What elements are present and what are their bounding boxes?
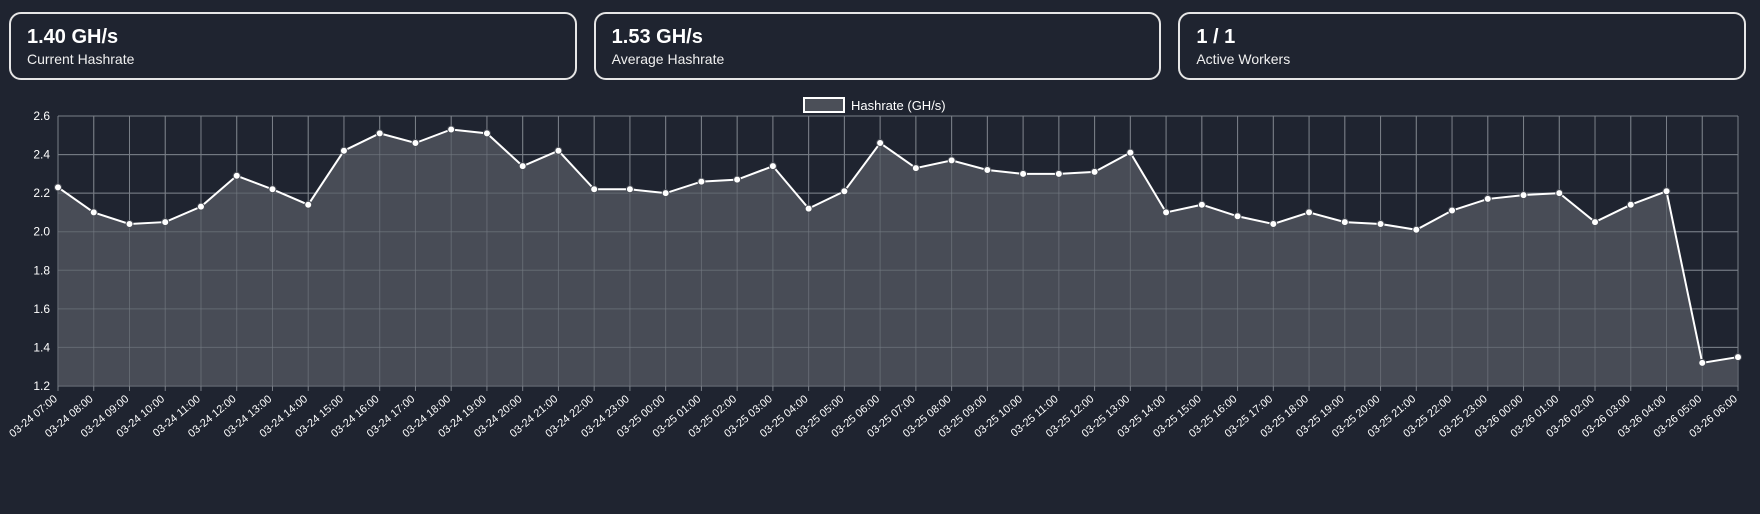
data-point[interactable] [125, 220, 134, 228]
data-point[interactable] [697, 177, 706, 186]
current-hashrate-value: 1.40 GH/s [27, 26, 119, 48]
data-point[interactable] [232, 171, 241, 180]
data-point[interactable] [947, 156, 956, 165]
data-point[interactable] [1269, 220, 1278, 228]
data-point[interactable] [804, 204, 813, 213]
data-point[interactable] [1126, 148, 1135, 157]
data-point[interactable] [1019, 169, 1028, 178]
data-point[interactable] [161, 218, 170, 227]
data-point[interactable] [625, 185, 634, 194]
data-points [54, 125, 1742, 367]
data-point[interactable] [1340, 218, 1349, 227]
data-point[interactable] [518, 162, 527, 171]
data-point[interactable] [1555, 189, 1564, 198]
legend-swatch [803, 97, 845, 113]
y-tick-label: 2.0 [33, 225, 50, 239]
data-point[interactable] [1412, 225, 1421, 234]
data-point[interactable] [1090, 167, 1099, 176]
active-workers-label: Active Workers [1196, 51, 1291, 67]
data-point[interactable] [1197, 200, 1206, 209]
data-point[interactable] [268, 185, 277, 194]
data-point[interactable] [1162, 208, 1171, 217]
data-point[interactable] [983, 166, 992, 174]
y-tick-label: 1.8 [33, 263, 50, 277]
data-point[interactable] [339, 146, 348, 155]
average-hashrate-card: 1.53 GH/s Average Hashrate [593, 12, 1162, 80]
y-tick-label: 1.2 [33, 379, 50, 393]
data-point[interactable] [375, 129, 384, 138]
data-point[interactable] [1305, 208, 1314, 217]
data-point[interactable] [1662, 187, 1671, 196]
data-point[interactable] [1591, 218, 1600, 227]
data-point[interactable] [482, 129, 491, 138]
y-tick-label: 2.4 [33, 148, 50, 162]
data-point[interactable] [768, 162, 777, 171]
data-point[interactable] [447, 125, 456, 134]
data-point[interactable] [1054, 169, 1063, 178]
data-point[interactable] [1626, 200, 1635, 209]
data-point[interactable] [196, 202, 205, 211]
y-axis: 2.6 2.4 2.2 2.0 1.8 1.6 1.4 1.2 [33, 109, 50, 393]
data-point[interactable] [1376, 220, 1385, 228]
data-point[interactable] [89, 208, 98, 217]
data-point[interactable] [590, 185, 599, 194]
average-hashrate-label: Average Hashrate [611, 51, 725, 67]
data-point[interactable] [554, 146, 563, 155]
stats-cards: 1.40 GH/s Current Hashrate 1.53 GH/s Ave… [9, 12, 1747, 80]
y-tick-label: 2.2 [33, 186, 50, 200]
data-point[interactable] [411, 139, 420, 147]
current-hashrate-label: Current Hashrate [27, 51, 135, 67]
data-point[interactable] [1698, 358, 1707, 367]
average-hashrate-value: 1.53 GH/s [611, 26, 703, 48]
data-point[interactable] [911, 164, 920, 173]
data-point[interactable] [1448, 206, 1457, 215]
data-point[interactable] [1233, 212, 1242, 221]
active-workers-value: 1 / 1 [1196, 26, 1236, 48]
data-point[interactable] [304, 200, 313, 209]
active-workers-card: 1 / 1 Active Workers [1178, 12, 1747, 80]
hashrate-line [57, 128, 1739, 364]
chart-legend[interactable]: Hashrate (GH/s) [803, 97, 946, 113]
y-tick-label: 1.4 [33, 340, 50, 354]
hashrate-series [57, 115, 1739, 387]
data-point[interactable] [876, 139, 885, 147]
data-point[interactable] [1483, 194, 1492, 203]
data-point[interactable] [1734, 353, 1742, 362]
y-tick-label: 1.6 [33, 302, 50, 316]
data-point[interactable] [54, 183, 62, 192]
data-point[interactable] [1519, 191, 1528, 200]
data-point[interactable] [661, 189, 670, 198]
data-point[interactable] [840, 187, 849, 196]
current-hashrate-card: 1.40 GH/s Current Hashrate [9, 12, 577, 80]
hashrate-chart: Hashrate (GH/s) 2.6 2.4 2.2 2.0 1.8 1.6 1.4 1.2… [7, 97, 1742, 440]
y-tick-label: 2.6 [33, 109, 50, 123]
legend-label: Hashrate (GH/s) [851, 98, 946, 113]
data-point[interactable] [733, 175, 742, 184]
